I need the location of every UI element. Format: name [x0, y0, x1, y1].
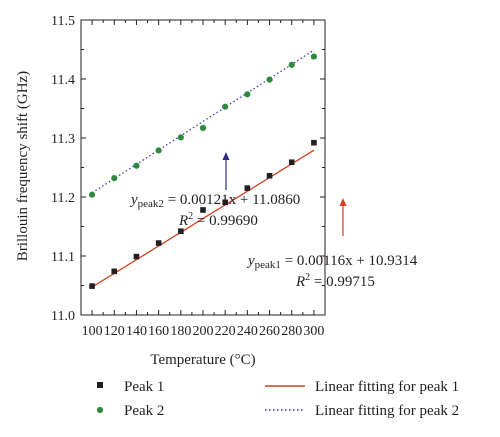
peak1-point — [288, 159, 295, 165]
legend-marker-peak2 — [96, 406, 104, 414]
peak2-point — [266, 76, 273, 83]
legend: Peak 1 Peak 2 Linear fitting for peak 1 Lin… — [96, 379, 459, 419]
peak2-point — [155, 147, 162, 154]
peak1-point — [111, 268, 118, 275]
y-tick-label: 11.5 — [51, 14, 75, 29]
fit-equation-peak1: ypeak1 = 0.00116x + 10.9314 — [246, 253, 418, 271]
peak2-point — [88, 191, 96, 198]
peak2-point — [244, 91, 251, 98]
legend-label-fit1: Linear fitting for peak 1 — [315, 379, 459, 395]
peak1-point — [178, 228, 184, 235]
legend-label-peak2: Peak 2 — [124, 403, 164, 419]
peak2-point — [288, 61, 295, 68]
legend-marker-peak1 — [97, 382, 103, 388]
x-tick-label: 260 — [259, 324, 280, 339]
x-tick-label: 220 — [215, 324, 236, 339]
y-tick-label: 11.0 — [51, 309, 75, 324]
legend-label-peak1: Peak 1 — [124, 379, 164, 395]
legend-label-fit2: Linear fitting for peak 2 — [315, 403, 459, 419]
peak1-point — [89, 283, 95, 289]
x-axis-label: Temperature (°C) — [150, 352, 255, 368]
x-tick-label: 300 — [303, 324, 324, 339]
y-tick-label: 11.3 — [51, 132, 75, 147]
peak2-point — [111, 175, 118, 182]
y-tick-label: 11.4 — [51, 73, 75, 88]
y-tick-label: 11.2 — [51, 191, 75, 206]
r-squared-peak2: R2 = 0.99690 — [178, 211, 258, 229]
peak2-arrow-head — [222, 152, 230, 160]
x-tick-label: 120 — [104, 324, 125, 339]
axis-ticks: 100 120 140 160 180 200 220 240 260 280 300 11.0 11.… — [51, 14, 325, 339]
peak1-point — [311, 139, 317, 146]
peak1-point — [133, 253, 140, 260]
fit-equation-peak2: ypeak2 = 0.00121x + 11.0860 — [129, 192, 300, 210]
peak1-point — [266, 172, 273, 179]
x-tick-label: 200 — [193, 324, 214, 339]
x-tick-label: 100 — [82, 324, 103, 339]
r-squared-peak1: R2 = 0.99715 — [295, 272, 375, 290]
fit-line-1 — [91, 149, 315, 288]
x-tick-label: 180 — [170, 324, 191, 339]
x-tick-label: 240 — [237, 324, 258, 339]
x-tick-label: 280 — [281, 324, 302, 339]
peak1-point — [222, 199, 228, 206]
data-points — [88, 53, 318, 289]
peak1-point — [200, 207, 206, 213]
peak2-point — [222, 103, 229, 110]
x-tick-label: 160 — [148, 324, 169, 339]
peak1-point — [244, 185, 251, 191]
fit-line-2 — [91, 49, 315, 194]
fit-lines — [91, 49, 315, 288]
peak2-point — [177, 134, 184, 141]
y-axis-label: Brillouin frequency shift (GHz) — [15, 71, 31, 261]
x-tick-label: 140 — [126, 324, 147, 339]
peak2-point — [310, 53, 318, 60]
peak2-point — [133, 162, 140, 169]
peak1-point — [155, 240, 162, 246]
peak2-point — [199, 124, 207, 132]
peak1-arrow-head — [339, 198, 347, 206]
y-tick-label: 11.1 — [51, 250, 75, 265]
